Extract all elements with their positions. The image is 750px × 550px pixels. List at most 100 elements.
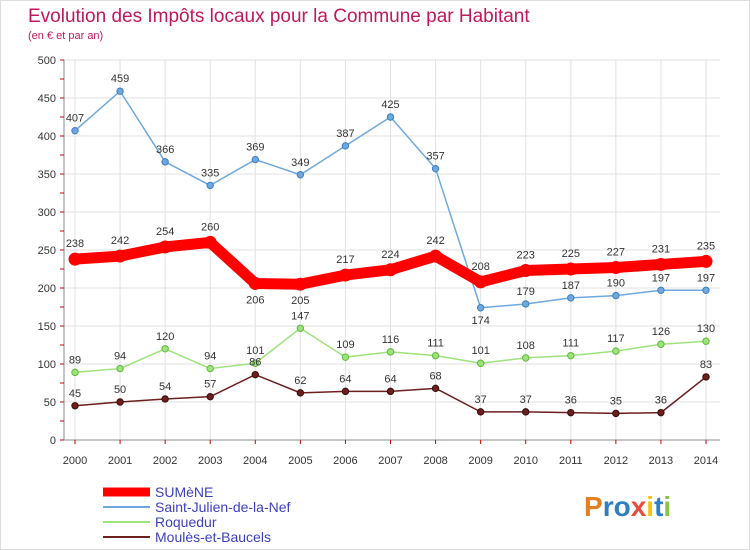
legend-label: Moulès-et-Baucels (155, 529, 271, 545)
x-tick-label: 2010 (513, 455, 537, 467)
data-label: 68 (429, 370, 441, 382)
data-point (702, 286, 710, 294)
data-point (657, 340, 665, 348)
data-label: 45 (69, 388, 81, 400)
data-label: 349 (291, 157, 309, 169)
data-point (341, 387, 350, 396)
data-point (522, 408, 530, 416)
data-label: 86 (249, 357, 261, 369)
data-label: 235 (697, 240, 715, 252)
data-point (161, 395, 169, 403)
data-point (116, 398, 124, 406)
data-label: 57 (204, 379, 216, 391)
data-label: 130 (697, 323, 715, 335)
legend: SUMèNESaint-Julien-de-la-NefRoquedurMoul… (103, 484, 291, 545)
legend-label: Roquedur (155, 514, 217, 530)
data-point (657, 408, 665, 417)
data-point (338, 268, 352, 282)
data-label: 223 (517, 250, 535, 262)
y-tick-label: 150 (38, 321, 56, 333)
data-label: 35 (610, 395, 622, 407)
proxiti-logo: Proxiti (584, 491, 671, 522)
data-label: 94 (114, 351, 126, 363)
data-label: 407 (66, 113, 84, 125)
data-label: 227 (607, 246, 625, 258)
data-label: 108 (517, 340, 535, 352)
data-label: 387 (336, 128, 354, 140)
data-point (161, 345, 169, 353)
x-tick-label: 2013 (649, 455, 673, 467)
data-label: 217 (336, 254, 354, 266)
data-point (431, 384, 440, 393)
data-point (657, 286, 665, 294)
data-label: 187 (562, 280, 580, 292)
data-point (431, 351, 440, 360)
data-label: 369 (246, 142, 264, 154)
data-label: 459 (111, 73, 129, 85)
legend-label: SUMèNE (155, 484, 213, 500)
data-label: 147 (291, 310, 309, 322)
data-label: 242 (111, 235, 129, 247)
data-label: 83 (700, 359, 712, 371)
data-point (341, 142, 350, 150)
x-tick-label: 2004 (243, 455, 267, 467)
data-label: 120 (156, 331, 174, 343)
x-tick-label: 2006 (333, 455, 357, 467)
x-tick-label: 2014 (694, 455, 718, 467)
x-tick-label: 2003 (198, 455, 222, 467)
data-point (206, 392, 214, 401)
data-label: 357 (426, 151, 444, 163)
data-point (251, 359, 259, 367)
data-point (612, 409, 620, 418)
data-point (116, 87, 124, 95)
data-label: 335 (201, 167, 219, 179)
data-point (296, 324, 305, 332)
data-point (206, 181, 214, 190)
y-tick-label: 300 (38, 207, 56, 219)
data-point (567, 351, 575, 360)
data-label: 111 (427, 338, 444, 350)
logo-text: Proxiti (584, 491, 671, 522)
data-label: 64 (384, 373, 396, 385)
data-label: 111 (562, 338, 579, 350)
data-label: 101 (471, 345, 489, 357)
data-point (699, 254, 713, 268)
data-label: 197 (697, 272, 715, 284)
data-label: 260 (201, 221, 219, 233)
data-point (429, 249, 443, 263)
data-point (476, 304, 485, 312)
data-label: 224 (381, 249, 399, 261)
legend-label: Saint-Julien-de-la-Nef (155, 499, 291, 515)
data-point (522, 300, 530, 308)
y-tick-label: 200 (38, 283, 56, 295)
data-point (476, 359, 485, 367)
data-label: 37 (520, 394, 532, 406)
data-label: 238 (66, 238, 84, 250)
data-label: 109 (336, 339, 354, 351)
data-point (476, 408, 485, 416)
data-label: 425 (381, 99, 399, 111)
data-label: 225 (562, 248, 580, 260)
data-point (431, 164, 440, 173)
data-point (702, 337, 710, 345)
data-point (116, 364, 124, 373)
y-tick-label: 250 (38, 245, 56, 257)
y-tick-label: 0 (50, 435, 56, 447)
data-label: 205 (291, 295, 309, 307)
x-tick-label: 2002 (153, 455, 177, 467)
chart-title: Evolution des Impôts locaux pour la Comm… (28, 6, 530, 27)
y-tick-label: 400 (38, 131, 56, 143)
data-point (564, 262, 578, 276)
data-label: 62 (294, 375, 306, 387)
data-point (384, 263, 397, 277)
data-label: 126 (652, 326, 670, 338)
x-tick-label: 2008 (423, 455, 447, 467)
data-point (567, 408, 575, 417)
data-point (161, 158, 169, 166)
data-label: 242 (426, 235, 444, 247)
data-point (567, 294, 575, 302)
data-label: 50 (114, 384, 126, 396)
x-tick-label: 2009 (468, 455, 492, 467)
